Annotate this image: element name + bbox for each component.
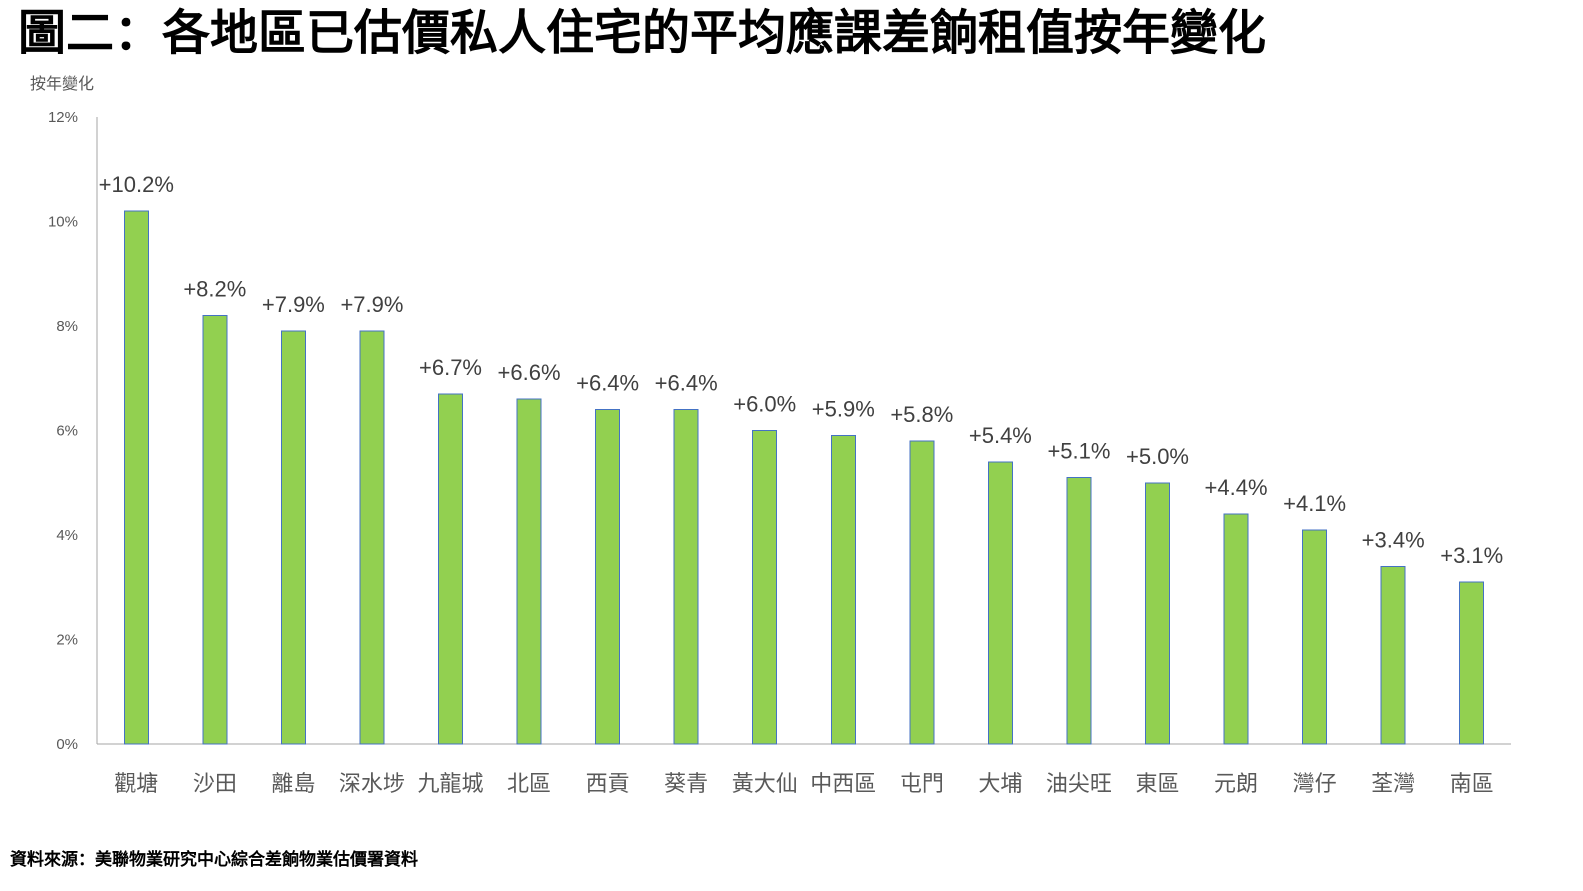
data-label: +5.0% xyxy=(1126,444,1189,469)
bar xyxy=(202,315,228,745)
x-tick-label: 葵青 xyxy=(664,771,708,796)
data-label: +7.9% xyxy=(340,292,403,317)
x-tick-label: 觀塘 xyxy=(114,771,158,796)
y-tick-labels: 0% 2% 4% 6% 8% 10% 12% xyxy=(48,109,78,753)
x-tick-label: 北區 xyxy=(507,771,551,796)
data-label: +6.6% xyxy=(498,360,561,385)
x-tick-label: 南區 xyxy=(1450,771,1494,796)
data-label: +3.4% xyxy=(1362,527,1425,552)
x-tick-label: 深水埗 xyxy=(339,771,405,796)
bar xyxy=(909,440,935,745)
data-label: +4.1% xyxy=(1283,491,1346,516)
bar xyxy=(280,330,306,745)
bar xyxy=(673,409,699,745)
bar xyxy=(438,393,463,745)
bar xyxy=(1459,581,1485,745)
x-tick-label: 元朗 xyxy=(1214,771,1258,796)
y-tick-label: 0% xyxy=(56,736,78,753)
axes xyxy=(96,117,1511,745)
bar xyxy=(830,435,856,745)
y-tick-label: 4% xyxy=(56,527,78,544)
data-label: +8.2% xyxy=(183,277,246,302)
bar xyxy=(1380,565,1406,745)
data-label: +5.1% xyxy=(1047,439,1110,464)
data-label: +6.4% xyxy=(655,371,718,396)
y-tick-label: 8% xyxy=(56,318,78,335)
data-label: +6.0% xyxy=(733,392,796,417)
x-tick-label: 荃灣 xyxy=(1371,771,1415,796)
data-label: +3.1% xyxy=(1440,543,1503,568)
x-tick-label: 屯門 xyxy=(900,771,944,796)
y-tick-label: 2% xyxy=(56,632,78,649)
bar xyxy=(987,461,1013,745)
y-tick-label: 12% xyxy=(48,109,78,126)
x-tick-label: 西貢 xyxy=(586,771,630,796)
bar xyxy=(359,330,385,745)
data-label: +6.7% xyxy=(419,355,482,380)
x-tick-label: 灣仔 xyxy=(1293,771,1337,796)
bar xyxy=(595,409,621,745)
x-tick-label: 油尖旺 xyxy=(1046,771,1112,796)
y-axis-label: 按年變化 xyxy=(30,76,95,93)
x-tick-labels: 觀塘 沙田 離島 深水埗 九龍城 北區 西貢 葵青 黃大仙 中西區 屯門 大埔 油尖旺 東區 元朗 灣仔 荃灣 南… xyxy=(114,771,1493,796)
bars xyxy=(123,210,1485,745)
x-tick-label: 中西區 xyxy=(810,771,876,796)
y-tick-label: 10% xyxy=(48,214,78,231)
data-label: +6.4% xyxy=(576,371,639,396)
x-tick-label: 離島 xyxy=(271,771,315,796)
x-tick-label: 東區 xyxy=(1135,771,1179,796)
x-tick-label: 九龍城 xyxy=(417,771,483,796)
data-label: +4.4% xyxy=(1205,475,1268,500)
data-label: +5.4% xyxy=(969,423,1032,448)
bar xyxy=(752,430,778,745)
data-labels: +10.2% +8.2% +7.9% +7.9% +6.7% +6.6% +6.4% +6.4… xyxy=(99,172,1504,568)
bar xyxy=(123,210,149,745)
x-tick-label: 沙田 xyxy=(193,771,237,796)
x-tick-label: 黃大仙 xyxy=(732,771,798,796)
bar xyxy=(516,398,542,745)
chart-title: 圖二：各地區已估價私人住宅的平均應課差餉租值按年變化 xyxy=(18,7,1267,60)
y-tick-label: 6% xyxy=(56,423,78,440)
data-label: +5.9% xyxy=(812,397,875,422)
data-label: +5.8% xyxy=(890,402,953,427)
data-label: +7.9% xyxy=(262,292,325,317)
bar xyxy=(1302,529,1328,745)
bar xyxy=(1145,482,1170,745)
data-label: +10.2% xyxy=(99,172,174,197)
bar xyxy=(1066,477,1092,745)
bar xyxy=(1223,513,1249,745)
x-tick-label: 大埔 xyxy=(978,771,1022,796)
source-note: 資料來源：美聯物業研究中心綜合差餉物業估價署資料 xyxy=(10,850,418,869)
